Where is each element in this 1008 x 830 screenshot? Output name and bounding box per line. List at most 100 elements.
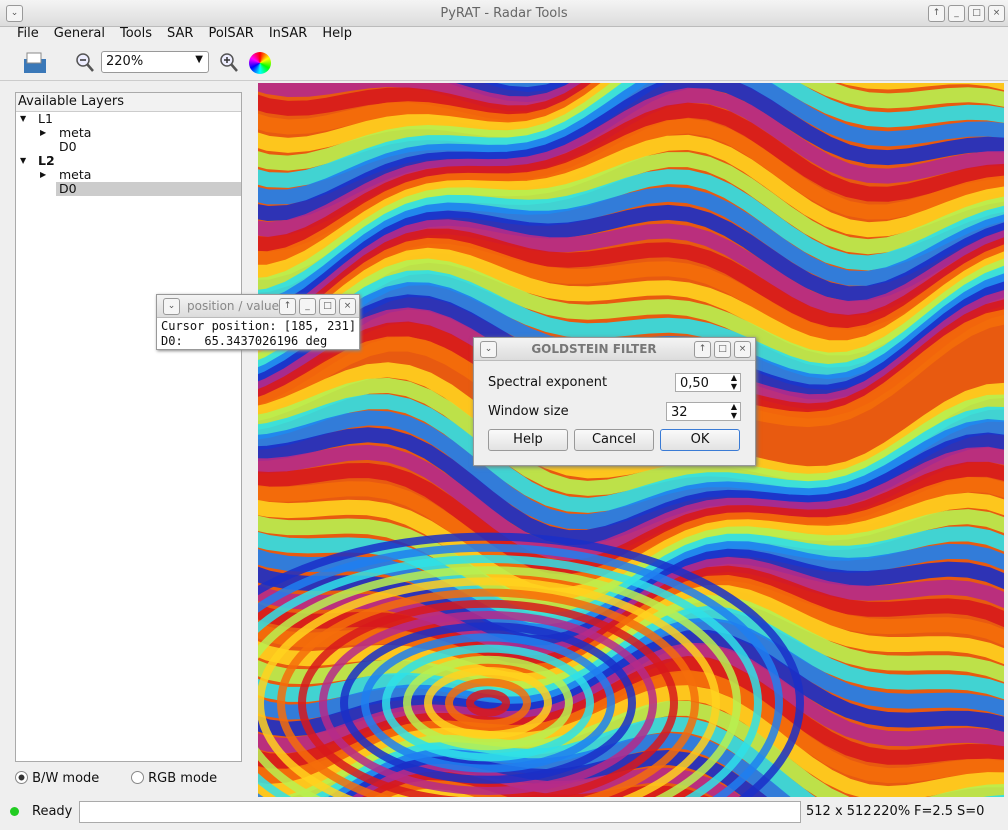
fringe bbox=[258, 629, 1004, 737]
window-title: PyRAT - Radar Tools bbox=[440, 6, 568, 21]
maximize-button[interactable]: □ bbox=[968, 5, 985, 22]
spectral-exponent-spin[interactable]: 0,50 ▲ ▼ bbox=[675, 373, 741, 392]
fringe bbox=[258, 461, 1004, 576]
fringe bbox=[258, 83, 1004, 205]
menu-item[interactable]: InSAR bbox=[268, 26, 308, 41]
fringe bbox=[258, 476, 1004, 590]
radio-label: B/W mode bbox=[32, 771, 100, 786]
layer-tree: ▼ L1 ▶ meta D0 ▼ L2 ▶ meta D0 bbox=[16, 112, 241, 196]
ok-button[interactable]: OK bbox=[660, 429, 740, 451]
cursor-position: Cursor position: [185, 231] bbox=[161, 319, 357, 333]
fringe bbox=[258, 555, 762, 797]
dialog-menu-button[interactable]: ⌄ bbox=[480, 341, 497, 358]
dialog-title: GOLDSTEIN FILTER bbox=[531, 342, 657, 356]
zoom-combo[interactable]: 220% ▼ bbox=[101, 51, 209, 73]
dialog-close[interactable]: × bbox=[734, 341, 751, 358]
open-icon[interactable] bbox=[22, 51, 48, 75]
cursor-value: D0: 65.3437026196 deg bbox=[161, 334, 328, 348]
cancel-button[interactable]: Cancel bbox=[574, 429, 654, 451]
layer-name: meta bbox=[59, 125, 92, 140]
tree-row[interactable]: ▶ meta bbox=[40, 125, 92, 140]
field-value: 0,50 bbox=[680, 376, 709, 391]
fringe bbox=[258, 83, 1004, 153]
menu-item[interactable]: PolSAR bbox=[208, 26, 254, 41]
fringe bbox=[258, 83, 607, 121]
fringe bbox=[258, 543, 783, 797]
popup-button[interactable]: _ bbox=[299, 298, 316, 315]
menu-item[interactable]: File bbox=[17, 26, 39, 41]
field-label: Window size bbox=[488, 404, 569, 419]
popup-title: position / value bbox=[187, 299, 279, 313]
bw-radio[interactable]: B/W mode bbox=[15, 771, 99, 786]
fringe bbox=[298, 599, 678, 797]
fringe bbox=[258, 83, 1004, 188]
menu-bar: File General Tools SAR PolSAR InSAR Help bbox=[0, 26, 1008, 46]
fringe bbox=[424, 667, 552, 739]
zoom-out-icon[interactable] bbox=[75, 52, 95, 74]
close-button[interactable]: × bbox=[988, 5, 1005, 22]
fringe bbox=[258, 444, 1004, 561]
toolbar: 220% ▼ bbox=[0, 46, 1008, 81]
fringe bbox=[361, 633, 615, 773]
tree-row[interactable]: D0 bbox=[56, 182, 241, 196]
help-button[interactable]: Help bbox=[488, 429, 568, 451]
popup-close[interactable]: × bbox=[339, 298, 356, 315]
popup-button[interactable]: □ bbox=[319, 298, 336, 315]
zoom-value: 220% bbox=[106, 54, 144, 69]
fringe bbox=[445, 678, 531, 728]
layer-name: D0 bbox=[59, 139, 77, 154]
zoom-in-icon[interactable] bbox=[219, 52, 239, 74]
layer-name: L2 bbox=[38, 153, 55, 168]
fringe bbox=[319, 611, 657, 795]
fringe bbox=[258, 102, 1004, 253]
popup-menu-button[interactable]: ⌄ bbox=[163, 298, 180, 315]
goldstein-dialog: ⌄ GOLDSTEIN FILTER ↑ □ × Spectral expone… bbox=[473, 337, 756, 466]
colormap-icon[interactable] bbox=[249, 52, 271, 74]
minimize-button[interactable]: _ bbox=[948, 5, 965, 22]
layer-name: L1 bbox=[38, 111, 53, 126]
fringe bbox=[382, 644, 594, 762]
fringe bbox=[340, 622, 636, 784]
position-popup: ⌄ position / value ↑ _ □ × Cursor positi… bbox=[156, 294, 360, 350]
menu-item[interactable]: Help bbox=[322, 26, 352, 41]
fringe bbox=[258, 258, 1004, 370]
status-size: 512 x 512 bbox=[806, 804, 872, 819]
tree-row[interactable]: D0 bbox=[16, 140, 241, 154]
status-f: F=2.5 bbox=[914, 804, 954, 819]
menu-item[interactable]: General bbox=[53, 26, 105, 41]
fringe bbox=[258, 83, 1004, 222]
status-text: Ready bbox=[32, 804, 73, 819]
field-label: Spectral exponent bbox=[488, 375, 608, 390]
field-value: 32 bbox=[671, 405, 688, 420]
dialog-button[interactable]: ↑ bbox=[694, 341, 711, 358]
fringe bbox=[466, 689, 510, 717]
layer-name: meta bbox=[59, 167, 92, 182]
layer-panel: Available Layers ▼ L1 ▶ meta D0 ▼ L2 ▶ meta D0 bbox=[15, 92, 242, 762]
layer-header: Available Layers bbox=[16, 93, 241, 112]
fringe bbox=[258, 532, 804, 797]
interferogram-view bbox=[258, 83, 1004, 797]
fringe bbox=[277, 588, 699, 797]
status-bar: Ready 512 x 512 220% F=2.5 S=0 bbox=[0, 800, 1008, 830]
title-bar: ⌄ PyRAT - Radar Tools ↑ _ □ × bbox=[0, 0, 1008, 27]
window-size-spin[interactable]: 32 ▲ ▼ bbox=[666, 402, 741, 421]
status-zoom: 220% bbox=[873, 804, 911, 819]
popup-button[interactable]: ↑ bbox=[279, 298, 296, 315]
tree-row[interactable]: ▼ L2 bbox=[20, 153, 55, 168]
progress-bar bbox=[79, 801, 801, 823]
menu-item[interactable]: SAR bbox=[167, 26, 194, 41]
fringe bbox=[258, 83, 1004, 171]
window-button[interactable]: ↑ bbox=[928, 5, 945, 22]
status-s: S=0 bbox=[957, 804, 985, 819]
tree-row[interactable]: ▼ L1 bbox=[20, 111, 53, 126]
rgb-radio[interactable]: RGB mode bbox=[131, 771, 217, 786]
fringe bbox=[258, 83, 616, 135]
tree-row[interactable]: ▶ meta bbox=[40, 167, 92, 182]
window-menu-button[interactable]: ⌄ bbox=[6, 5, 23, 22]
menu-item[interactable]: Tools bbox=[120, 26, 153, 41]
fringe bbox=[258, 566, 741, 797]
dialog-button[interactable]: □ bbox=[714, 341, 731, 358]
fringe bbox=[258, 577, 720, 797]
radio-label: RGB mode bbox=[148, 771, 218, 786]
